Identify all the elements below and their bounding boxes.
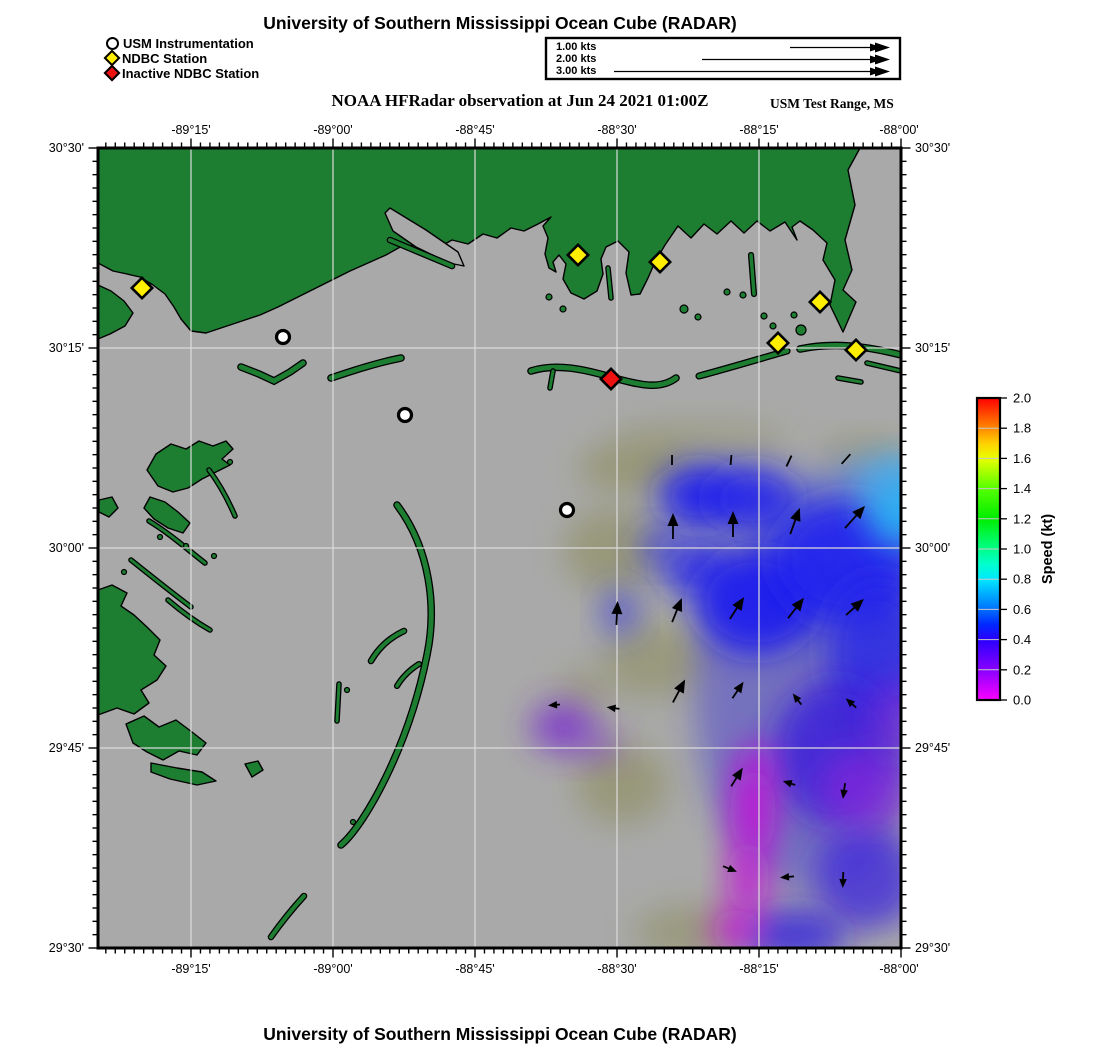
colorbar-tick-label: 1.6	[1013, 451, 1031, 466]
usm-circle-icon	[106, 36, 119, 50]
map-frame	[96, 146, 903, 950]
ndbc-station-marker	[647, 249, 673, 275]
legend-label: Inactive NDBC Station	[122, 65, 260, 81]
legend-label: NDBC Station	[122, 50, 208, 66]
gridlines	[98, 148, 901, 948]
axis-labels: -89°15' -89°15' -89°00' -89°00' -88°45' -88°4…	[49, 123, 950, 976]
y-axis-tick-label: 30°30'	[915, 141, 950, 155]
colorbar-tick-label: 1.4	[1013, 481, 1031, 496]
colorbar-tick-label: 0.8	[1013, 572, 1031, 587]
scale-label-3kt: 3.00 kts	[556, 65, 597, 77]
colorbar: 2.0 1.8 1.6 1.4 1.2 1.0 0.8 0.6 0.4 0.2 0.0 Speed (…	[975, 391, 1056, 708]
colorbar-tick-label: 2.0	[1013, 391, 1031, 406]
legend-item-usm: USM Instrumentation	[106, 36, 259, 50]
y-axis-tick-label: 30°15'	[49, 341, 84, 355]
bottom-title: University of Southern Mississippi Ocean…	[263, 1024, 737, 1044]
x-axis-tick-label: -88°30'	[597, 962, 636, 976]
page-title: University of Southern Mississippi Ocean…	[263, 13, 737, 33]
colorbar-tick-label: 0.0	[1013, 693, 1031, 708]
colorbar-tick-label: 1.8	[1013, 421, 1031, 436]
legend-item-ndbc: NDBC Station	[103, 49, 259, 67]
map-legend: USM Instrumentation NDBC Station Inactiv…	[103, 36, 260, 82]
ndbc-station-marker	[765, 330, 791, 356]
current-vectors	[548, 453, 866, 888]
vector-scale-box	[544, 36, 902, 81]
colorbar-tick-label: 0.6	[1013, 602, 1031, 617]
legend-label: USM Instrumentation	[123, 35, 254, 51]
ndbc-station-marker	[843, 337, 869, 363]
y-axis-tick-label: 29°45'	[49, 741, 84, 755]
usm-station-marker	[558, 501, 576, 519]
scale-label-1kt: 1.00 kts	[556, 41, 597, 53]
usm-station-marker	[274, 328, 292, 346]
ndbc-station-marker	[129, 275, 155, 301]
ndbc-station-marker	[565, 242, 591, 268]
x-axis-tick-label: -88°00'	[879, 962, 918, 976]
observation-subtitle: NOAA HFRadar observation at Jun 24 2021 …	[331, 91, 709, 110]
colorbar-tick-label: 0.4	[1013, 632, 1031, 647]
axis-ticks	[88, 138, 911, 958]
x-axis-tick-label: -89°00'	[313, 123, 352, 137]
colorbar-tick-label: 1.0	[1013, 542, 1031, 557]
inactive-station-marker	[598, 366, 624, 392]
x-axis-tick-label: -88°45'	[455, 123, 494, 137]
x-axis-tick-label: -89°00'	[313, 962, 352, 976]
colorbar-title: Speed (kt)	[1040, 514, 1056, 584]
x-axis-tick-label: -88°15'	[739, 123, 778, 137]
land-layer	[98, 148, 901, 941]
y-axis-tick-label: 29°30'	[915, 941, 950, 955]
inactive-ndbc-diamond-icon	[103, 64, 121, 82]
usm-station-marker	[396, 406, 414, 424]
x-axis-tick-label: -88°00'	[879, 123, 918, 137]
y-axis-tick-label: 29°45'	[915, 741, 950, 755]
ndbc-station-marker	[807, 289, 833, 315]
test-range-label: USM Test Range, MS	[770, 96, 894, 111]
y-axis-tick-label: 30°15'	[915, 341, 950, 355]
y-axis-tick-label: 30°30'	[49, 141, 84, 155]
x-axis-tick-label: -88°15'	[739, 962, 778, 976]
y-axis-tick-label: 30°00'	[49, 541, 84, 555]
colorbar-tick-label: 1.2	[1013, 511, 1031, 526]
y-axis-tick-label: 30°00'	[915, 541, 950, 555]
x-axis-tick-label: -89°15'	[171, 962, 210, 976]
y-axis-tick-label: 29°30'	[49, 941, 84, 955]
scale-label-2kt: 2.00 kts	[556, 53, 597, 65]
x-axis-tick-label: -88°45'	[455, 962, 494, 976]
x-axis-tick-label: -88°30'	[597, 123, 636, 137]
stations	[129, 242, 869, 519]
x-axis-tick-label: -89°15'	[171, 123, 210, 137]
legend-item-inactive-ndbc: Inactive NDBC Station	[103, 64, 260, 82]
colorbar-tick-label: 0.2	[1013, 662, 1031, 677]
